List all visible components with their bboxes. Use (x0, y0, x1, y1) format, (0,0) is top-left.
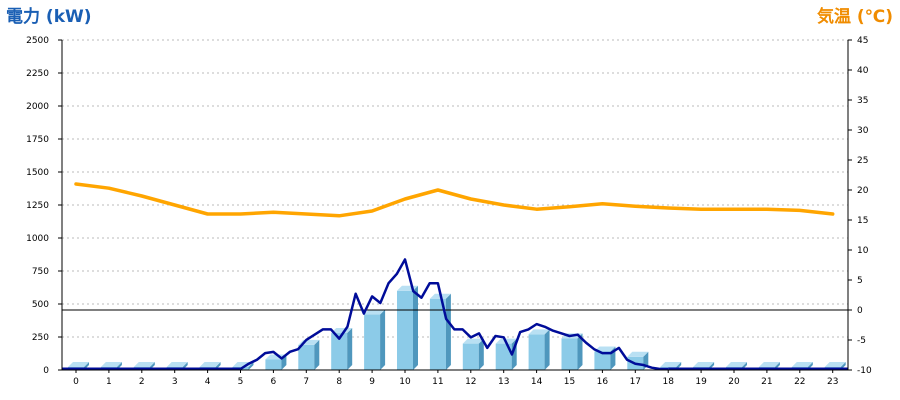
x-tick-label: 1 (106, 377, 112, 387)
bar-top (627, 351, 649, 357)
bar-top (68, 362, 89, 367)
left-tick-label: 2500 (26, 36, 49, 46)
left-tick-label: 2250 (26, 69, 49, 79)
bar-side (577, 333, 583, 370)
x-tick-label: 23 (827, 377, 838, 387)
bar-top (824, 362, 846, 367)
bar (265, 359, 282, 370)
power-line (239, 258, 669, 371)
bar-top (133, 362, 155, 367)
right-tick-label: 20 (857, 186, 869, 196)
bar-top (462, 338, 484, 344)
x-tick-label: 15 (564, 377, 575, 387)
x-tick-label: 21 (761, 377, 772, 387)
bar (429, 298, 446, 370)
x-tick-label: 20 (728, 377, 740, 387)
bar-top (726, 362, 747, 367)
x-tick-label: 16 (597, 377, 609, 387)
bar (594, 351, 611, 370)
bar-side (380, 309, 386, 370)
bar-side (544, 329, 550, 370)
bar (495, 343, 512, 370)
bar-side (478, 338, 484, 370)
left-tick-label: 750 (32, 267, 49, 277)
x-tick-label: 13 (498, 377, 509, 387)
bar-top (100, 362, 122, 367)
x-tick-label: 7 (303, 377, 309, 387)
x-tick-label: 2 (139, 377, 145, 387)
x-tick-label: 10 (399, 377, 411, 387)
bar-top (594, 346, 616, 352)
x-tick-label: 6 (271, 377, 277, 387)
bar-side (445, 293, 451, 370)
gridlines (62, 39, 848, 338)
x-tick-label: 19 (695, 377, 707, 387)
x-tick-label: 8 (336, 377, 342, 387)
tick-labels: 02505007501000125015001750200022502500-1… (26, 36, 872, 387)
bar-side (314, 339, 320, 370)
bar-top (660, 362, 682, 367)
bar-top (758, 362, 780, 367)
bar-side (413, 285, 418, 370)
left-axis-title: 電力 (kW) (6, 6, 92, 27)
bar-top (693, 362, 715, 367)
left-tick-label: 250 (32, 333, 49, 343)
right-tick-label: 5 (857, 276, 863, 286)
left-tick-label: 0 (43, 366, 49, 376)
bar-series (68, 285, 846, 370)
right-tick-label: 10 (857, 246, 869, 256)
line-series (62, 182, 848, 371)
bar (462, 343, 479, 370)
bar-top (199, 362, 221, 367)
left-tick-label: 1250 (26, 201, 49, 211)
right-tick-label: 0 (857, 306, 863, 316)
x-tick-label: 12 (465, 377, 476, 387)
right-tick-label: 40 (857, 66, 869, 76)
bar-top (166, 362, 188, 367)
x-tick-label: 22 (794, 377, 805, 387)
bar (364, 314, 381, 370)
bar-top (364, 309, 386, 315)
left-tick-label: 1750 (26, 135, 49, 145)
x-tick-label: 14 (531, 377, 543, 387)
bar-side (248, 362, 254, 370)
x-tick-label: 3 (172, 377, 178, 387)
temperature-line (74, 182, 835, 218)
left-tick-label: 2000 (26, 102, 49, 112)
bar (298, 344, 315, 370)
bar-side (347, 328, 353, 370)
x-tick-label: 4 (205, 377, 211, 387)
bar (331, 333, 348, 370)
bar (561, 338, 578, 370)
x-tick-label: 17 (630, 377, 641, 387)
axes (58, 39, 852, 373)
right-tick-label: 45 (857, 36, 868, 46)
right-tick-label: -10 (857, 366, 872, 376)
right-tick-label: 25 (857, 156, 868, 166)
left-tick-label: 500 (32, 300, 49, 310)
bar (528, 334, 545, 370)
bar (397, 290, 413, 370)
right-tick-label: 35 (857, 96, 868, 106)
x-tick-label: 18 (662, 377, 674, 387)
right-tick-label: 15 (857, 216, 868, 226)
x-tick-label: 5 (238, 377, 244, 387)
x-tick-label: 9 (369, 377, 375, 387)
left-tick-label: 1500 (26, 168, 49, 178)
x-tick-label: 11 (432, 377, 443, 387)
right-tick-label: -5 (857, 336, 866, 346)
left-tick-label: 1000 (26, 234, 49, 244)
x-tick-label: 0 (73, 377, 79, 387)
bar-top (791, 362, 813, 367)
right-tick-label: 30 (857, 126, 869, 136)
bar-top (528, 329, 550, 335)
right-axis-title: 気温 (℃) (816, 6, 893, 27)
